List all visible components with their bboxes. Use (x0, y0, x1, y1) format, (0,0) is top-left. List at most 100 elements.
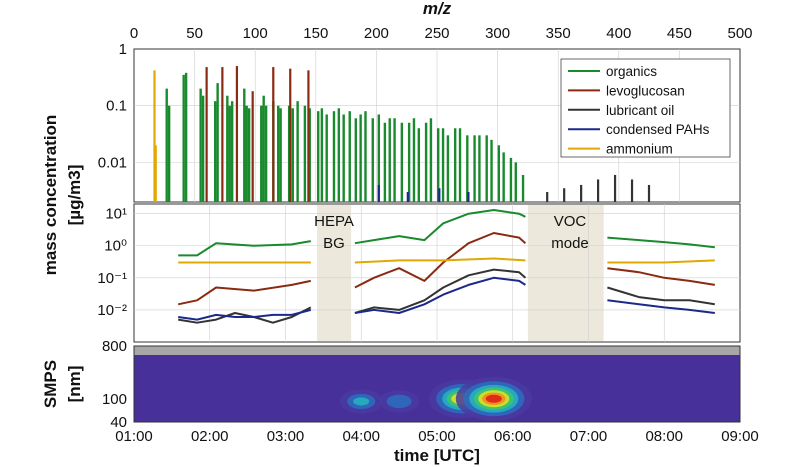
spectrum-bar-condensed-PAHs (467, 192, 470, 202)
spectrum-bar-organics (325, 114, 328, 202)
spectrum-bar-organics (354, 118, 357, 202)
spectrum-bar-ammonium (154, 145, 157, 202)
time-x-tick-label: 04:00 (342, 428, 380, 445)
series-line-ammonium (178, 257, 715, 264)
spectrum-bar-levoglucosan (251, 91, 254, 202)
spectrum-bar-organics (478, 135, 481, 202)
spectrum-bar-lubricant-oil (630, 179, 634, 202)
spectrum-x-tick-label: 450 (667, 25, 692, 42)
smps-y-tick-label: 100 (102, 391, 127, 408)
smps-frame (133, 345, 741, 423)
spectrum-bar-organics (383, 122, 387, 202)
time-axis-label: time [UTC] (394, 446, 480, 465)
spectrum-bar-organics (247, 108, 251, 202)
spectrum-bar-organics (226, 95, 229, 202)
spectrum-bar-ammonium (153, 70, 156, 202)
spectrum-bar-organics (446, 135, 450, 202)
smps-hotspot (386, 394, 412, 409)
spectrum-x-tick-label: 100 (243, 25, 268, 42)
spectrum-bar-lubricant-oil (580, 184, 583, 202)
timeseries-panel: 10¹ 10⁰ 10⁻¹ 10⁻² HEPA BG VOC mode (97, 203, 741, 343)
time-x-tick-label: 07:00 (570, 428, 608, 445)
spectrum-bar-organics (342, 114, 345, 202)
spectrum-bar-organics (201, 95, 205, 202)
spectrum-bar-organics (277, 105, 280, 202)
legend-label: lubricant oil (606, 103, 674, 118)
legend-box (560, 58, 731, 158)
time-x-tick-label: 02:00 (191, 428, 229, 445)
spectrum-bar-organics (262, 95, 265, 202)
spectrum-bar-organics (228, 105, 231, 202)
spectrum-bar-organics (359, 114, 362, 202)
spectrum-x-tick-label: 50 (186, 25, 203, 42)
spectrum-bar-organics (317, 111, 320, 202)
timeseries-grid (134, 204, 740, 342)
time-x-tick-label: 06:00 (494, 428, 532, 445)
legend-label: condensed PAHs (606, 122, 710, 137)
mass-concentration-label: mass concentration (41, 115, 60, 276)
spectrum-bar-organics (466, 135, 469, 202)
spectrum-bar-organics (371, 118, 374, 202)
timeseries-y-tick-label: 10⁻¹ (97, 270, 127, 287)
spectrum-bar-condensed-PAHs (406, 192, 409, 202)
spectrum-bar-organics (214, 101, 217, 202)
smps-heatmap (339, 376, 532, 421)
series-line-condensed-PAHs (178, 276, 715, 321)
spectrum-y-tick-label: 1 (119, 41, 127, 58)
timeseries-y-ticks: 10¹ 10⁰ 10⁻¹ 10⁻² (97, 206, 127, 319)
spectrum-bar-lubricant-oil (546, 192, 549, 202)
spectrum-bar-lubricant-oil (647, 184, 651, 202)
spectrum-bar-organics (521, 174, 525, 202)
spectrum-bar-organics (458, 128, 462, 202)
spectrum-bar-organics (514, 162, 517, 202)
spectrum-panel: 0 50 100 150 200 250 300 350 400 450 500 10.10.01 … (98, 0, 753, 203)
series-line-organics (178, 209, 715, 257)
time-x-ticks: 01:00 02:00 03:00 04:00 05:00 06:00 07:00 08:00… (115, 428, 759, 445)
spectrum-bar-organics (296, 101, 299, 202)
spectrum-bar-organics (182, 74, 185, 202)
annotation-bg: BG (323, 235, 345, 252)
spectrum-bar-organics (364, 111, 367, 202)
spectrum-x-ticks: 0 50 100 150 200 250 300 350 400 450 500 (130, 25, 753, 42)
smps-hotspot (485, 394, 502, 403)
spectrum-bar-organics (184, 72, 188, 202)
spectrum-x-tick-label: 150 (303, 25, 328, 42)
spectrum-bar-levoglucosan (221, 67, 224, 203)
smps-label: SMPS (41, 360, 60, 408)
time-x-tick-label: 05:00 (418, 428, 456, 445)
spectrum-bar-organics (230, 101, 234, 202)
spectrum-bar-organics (216, 83, 219, 202)
smps-y-tick-label: 40 (110, 414, 127, 431)
spectrum-bar-organics (303, 105, 307, 202)
spectrum-y-tick-label: 0.01 (98, 154, 127, 171)
annotation-hepa: HEPA (314, 213, 354, 230)
mass-concentration-unit: [µg/m3] (65, 165, 84, 226)
timeseries-lines (177, 209, 715, 324)
spectrum-bar-organics (332, 111, 336, 202)
voc-mode-period (527, 205, 604, 341)
smps-unit: [nm] (65, 366, 84, 403)
spectrum-bar-organics (264, 105, 268, 202)
spectrum-bar-organics (167, 105, 171, 202)
spectrum-bar-levoglucosan (205, 67, 208, 203)
spectrum-bar-organics (348, 111, 351, 202)
time-x-tick-label: 08:00 (645, 428, 683, 445)
spectrum-bar-condensed-PAHs (438, 188, 441, 202)
spectrum-bar-levoglucosan (289, 68, 292, 203)
annotation-voc: VOC (554, 213, 587, 230)
spectrum-bar-organics (490, 139, 493, 202)
spectrum-bar-organics (245, 105, 248, 202)
spectrum-bar-levoglucosan (235, 66, 239, 202)
spectrum-bar-organics (388, 118, 391, 202)
spectrum-x-tick-label: 300 (485, 25, 510, 42)
time-x-tick-label: 03:00 (267, 428, 305, 445)
smps-y-tick-label: 800 (102, 338, 127, 355)
spectrum-bar-organics (199, 88, 202, 202)
spectrum-bar-organics (287, 105, 291, 202)
spectrum-x-tick-label: 350 (546, 25, 571, 42)
spectrum-bar-organics (165, 88, 168, 202)
spectrum-bar-organics (243, 88, 246, 202)
spectrum-bar-organics (279, 108, 282, 202)
spectrum-x-tick-label: 200 (364, 25, 389, 42)
